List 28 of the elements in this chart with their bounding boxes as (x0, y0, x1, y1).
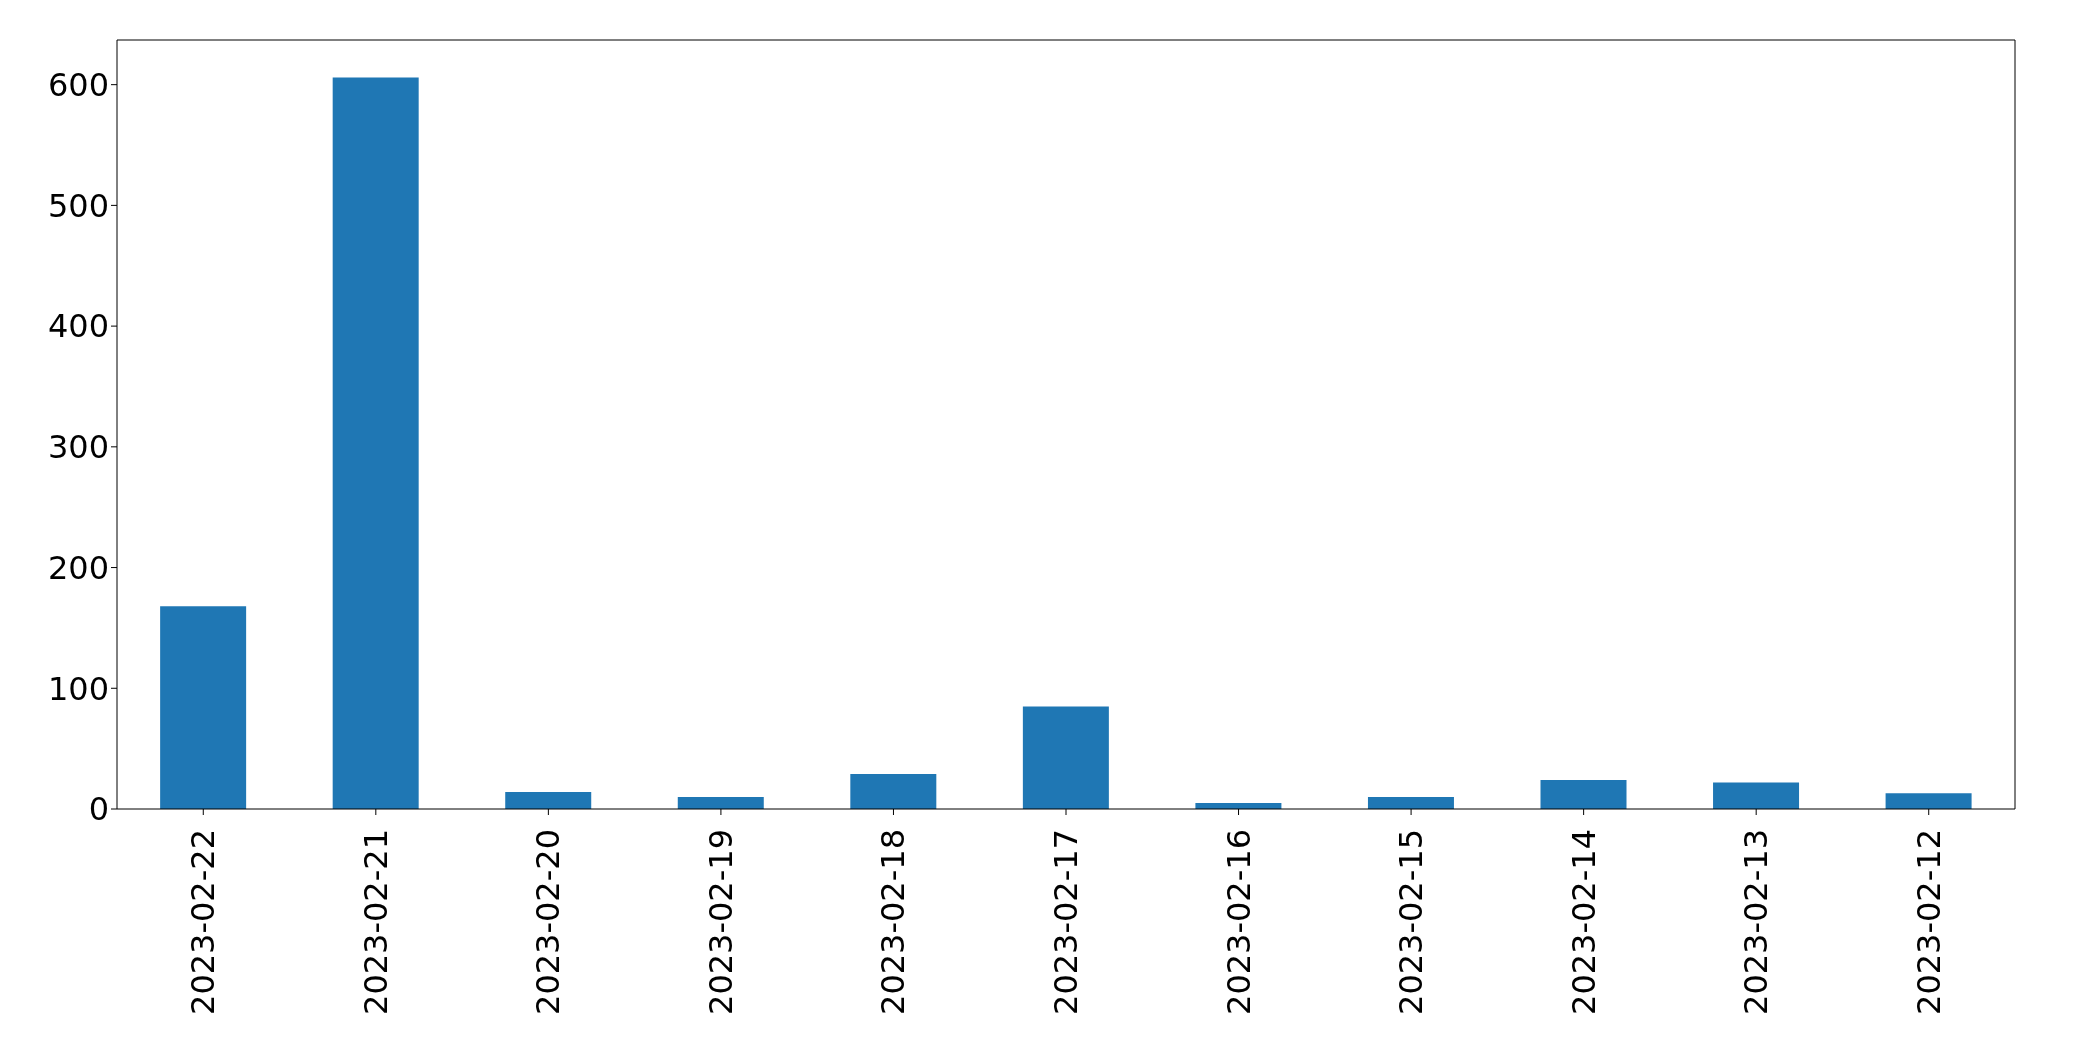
bar (677, 796, 764, 809)
bar (1885, 793, 1972, 809)
x-tick-label: 2023-02-22 (184, 829, 223, 1015)
y-tick-label: 400 (47, 307, 109, 346)
y-tick-label: 200 (47, 548, 109, 587)
y-tick-label: 600 (47, 66, 109, 105)
x-tick-label: 2023-02-13 (1737, 829, 1776, 1015)
x-tick-label: 2023-02-16 (1219, 829, 1258, 1015)
bar (1367, 796, 1454, 809)
bar (332, 77, 419, 809)
x-tick-label: 2023-02-17 (1047, 829, 1085, 1015)
x-tick-label: 2023-02-20 (529, 829, 568, 1015)
y-tick-label: 300 (47, 428, 109, 467)
bar (505, 792, 592, 809)
x-tick-label: 2023-02-21 (356, 829, 395, 1015)
y-tick-label: 100 (47, 669, 109, 708)
bar (1022, 706, 1109, 809)
bar (1540, 780, 1627, 809)
x-tick-label: 2023-02-12 (1909, 829, 1948, 1015)
bar (160, 606, 247, 809)
y-tick-label: 0 (88, 790, 109, 829)
y-tick-label: 500 (47, 186, 109, 225)
x-tick-label: 2023-02-14 (1564, 829, 1603, 1015)
x-tick-label: 2023-02-15 (1392, 829, 1431, 1015)
bar (850, 773, 937, 809)
x-tick-label: 2023-02-18 (874, 829, 913, 1015)
x-tick-label: 2023-02-19 (701, 829, 740, 1015)
bar (1713, 782, 1800, 809)
